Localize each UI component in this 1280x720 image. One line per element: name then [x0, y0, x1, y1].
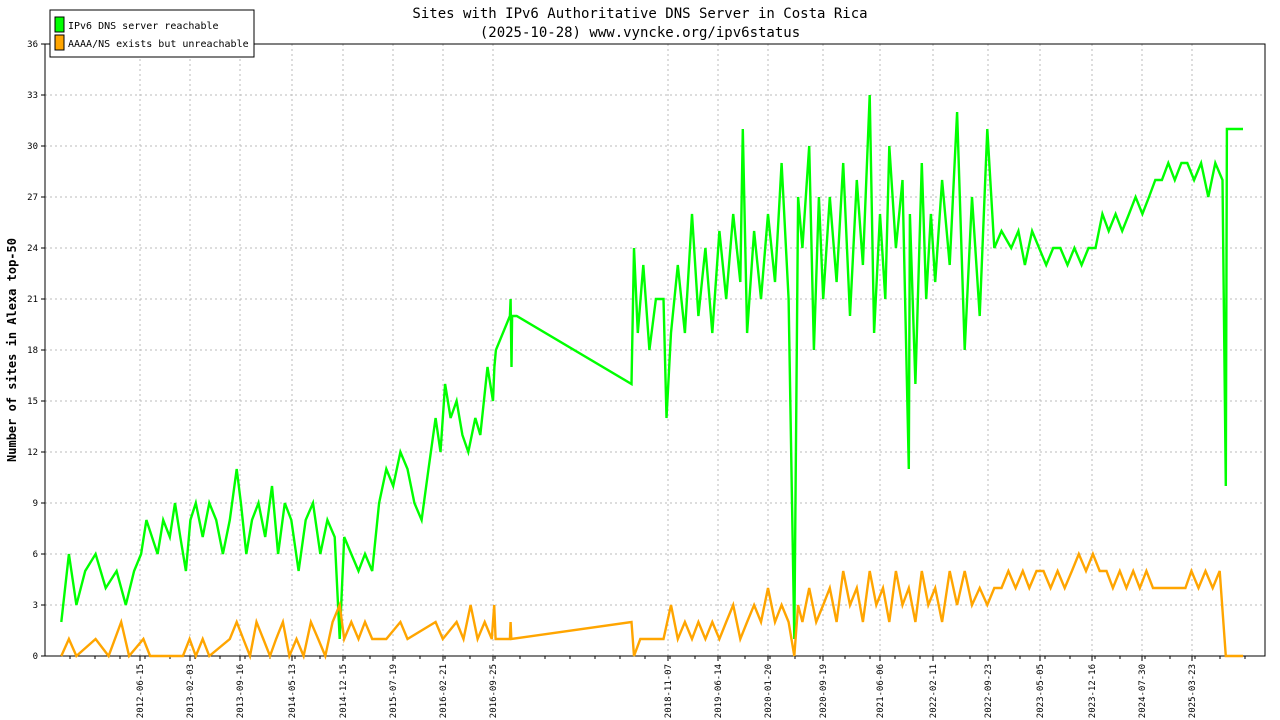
x-tick-label: 2016-02-21: [439, 664, 449, 718]
x-tick-label: 2023-12-16: [1088, 664, 1098, 718]
x-tick-label: 2014-05-13: [288, 664, 298, 718]
legend: IPv6 DNS server reachable AAAA/NS exists…: [49, 9, 255, 58]
x-tick-label: 2013-09-16: [236, 664, 246, 718]
x-tick-label: 2014-12-15: [339, 664, 349, 718]
y-tick-label: 21: [27, 295, 38, 305]
chart-subtitle: (2025-10-28) www.vyncke.org/ipv6status: [480, 25, 800, 41]
series-line-unreachable: [60, 550, 1243, 661]
legend-box: [49, 9, 255, 58]
legend-label-unreachable: AAAA/NS exists but unreachable: [68, 39, 249, 50]
x-tick-label: 2022-02-11: [929, 664, 939, 718]
chart-title: Sites with IPv6 Authoritative DNS Server…: [412, 6, 867, 22]
y-tick-label: 0: [33, 652, 38, 662]
x-tick-label: 2025-03-23: [1188, 664, 1198, 718]
series-line-reachable: [60, 94, 1243, 640]
x-tick-label: 2015-07-19: [389, 664, 399, 718]
x-tick-label: 2020-01-20: [764, 664, 774, 718]
x-axis-ticks: 2012-06-15 2013-02-03 2013-09-16 2014-05-13…: [69, 656, 1246, 718]
y-tick-label: 15: [27, 397, 38, 407]
x-tick-label: 2016-09-25: [489, 664, 499, 718]
y-tick-label: 30: [27, 142, 38, 152]
x-tick-label: 2019-06-14: [714, 664, 724, 718]
y-tick-label: 9: [33, 499, 38, 509]
x-tick-label: 2024-07-30: [1138, 664, 1148, 718]
series-lines: [60, 94, 1243, 661]
x-tick-label: 2018-11-07: [664, 664, 674, 718]
y-tick-label: 24: [27, 244, 38, 254]
x-tick-label: 2022-09-23: [984, 664, 994, 718]
y-tick-label: 3: [33, 601, 38, 611]
y-tick-label: 12: [27, 448, 38, 458]
y-tick-label: 33: [27, 91, 38, 101]
legend-label-reachable: IPv6 DNS server reachable: [68, 21, 219, 32]
grid-lines: [45, 44, 1265, 656]
y-tick-label: 6: [33, 550, 38, 560]
y-tick-label: 27: [27, 193, 38, 203]
x-tick-label: 2021-06-06: [876, 664, 886, 718]
legend-swatch-unreachable: [54, 34, 65, 51]
y-tick-label: 18: [27, 346, 38, 356]
x-tick-label: 2020-09-19: [819, 664, 829, 718]
y-axis-label: Number of sites in Alexa top-50: [5, 238, 19, 462]
x-tick-label: 2012-06-15: [136, 664, 146, 718]
x-tick-label: 2013-02-03: [186, 664, 196, 718]
legend-swatch-reachable: [54, 16, 65, 33]
y-tick-label: 36: [27, 40, 38, 50]
x-tick-label: 2023-05-05: [1036, 664, 1046, 718]
